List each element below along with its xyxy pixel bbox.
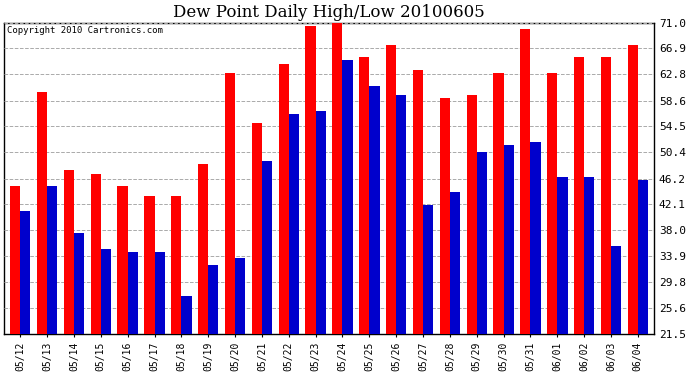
Title: Dew Point Daily High/Low 20100605: Dew Point Daily High/Low 20100605: [173, 4, 485, 21]
Bar: [493, 73, 504, 334]
Bar: [315, 111, 326, 334]
Bar: [144, 195, 155, 334]
Bar: [547, 73, 558, 334]
Bar: [396, 95, 406, 334]
Bar: [450, 192, 460, 334]
Bar: [155, 252, 165, 334]
Bar: [466, 95, 477, 334]
Bar: [101, 249, 111, 334]
Bar: [558, 177, 567, 334]
Bar: [638, 180, 648, 334]
Bar: [386, 45, 396, 334]
Bar: [289, 114, 299, 334]
Bar: [279, 64, 289, 334]
Bar: [208, 265, 219, 334]
Bar: [628, 45, 638, 334]
Bar: [262, 161, 272, 334]
Bar: [359, 57, 369, 334]
Text: Copyright 2010 Cartronics.com: Copyright 2010 Cartronics.com: [8, 26, 164, 35]
Bar: [252, 123, 262, 334]
Bar: [128, 252, 138, 334]
Bar: [413, 70, 423, 334]
Bar: [440, 98, 450, 334]
Bar: [47, 186, 57, 334]
Bar: [531, 142, 541, 334]
Bar: [181, 296, 192, 334]
Bar: [10, 186, 20, 334]
Bar: [477, 152, 487, 334]
Bar: [601, 57, 611, 334]
Bar: [90, 174, 101, 334]
Bar: [37, 92, 47, 334]
Bar: [63, 170, 74, 334]
Bar: [20, 211, 30, 334]
Bar: [342, 60, 353, 334]
Bar: [504, 145, 514, 334]
Bar: [117, 186, 128, 334]
Bar: [74, 233, 84, 334]
Bar: [423, 205, 433, 334]
Bar: [611, 246, 621, 334]
Bar: [225, 73, 235, 334]
Bar: [584, 177, 594, 334]
Bar: [235, 258, 245, 334]
Bar: [369, 86, 380, 334]
Bar: [306, 26, 315, 334]
Bar: [333, 16, 342, 334]
Bar: [198, 164, 208, 334]
Bar: [574, 57, 584, 334]
Bar: [520, 29, 531, 334]
Bar: [171, 195, 181, 334]
